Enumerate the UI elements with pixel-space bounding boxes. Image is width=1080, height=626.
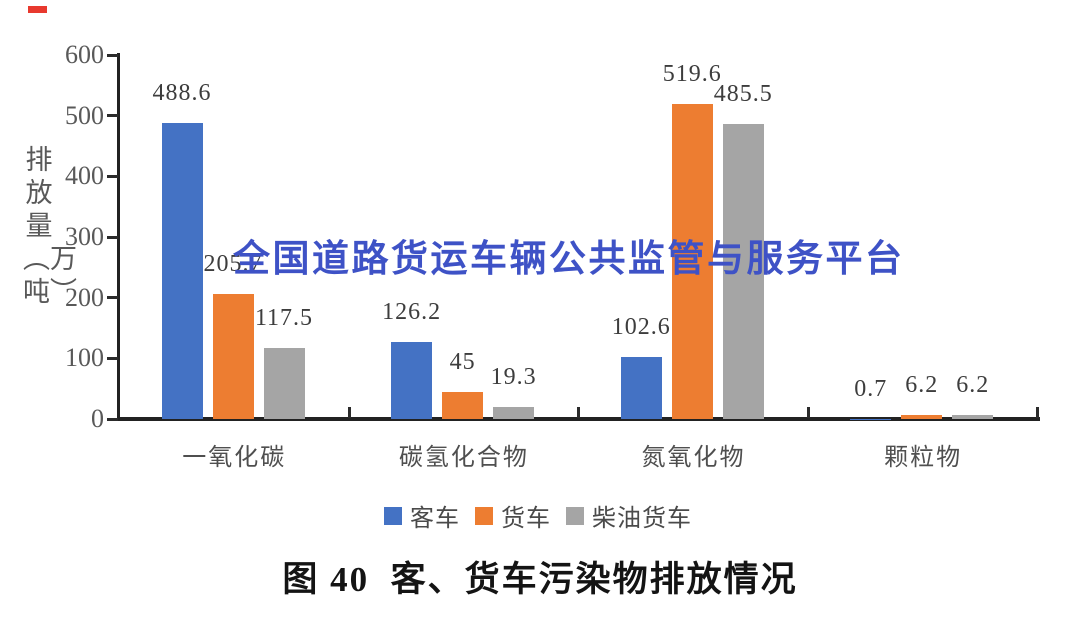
y-tick-label: 400 bbox=[65, 161, 104, 191]
bar-客车-氮氧化物 bbox=[620, 356, 662, 419]
bar-柴油货车-氮氧化物 bbox=[722, 124, 764, 419]
x-axis-line bbox=[117, 417, 1040, 421]
bar-value-label: 6.2 bbox=[956, 372, 990, 399]
legend-swatch-icon bbox=[384, 506, 402, 525]
category-label: 一氧化碳 bbox=[182, 445, 287, 471]
y-tick-mark bbox=[107, 296, 118, 300]
bar-柴油货车-颗粒物 bbox=[952, 415, 994, 419]
legend-item-柴油货车: 柴油货车 bbox=[566, 498, 692, 533]
bar-value-label: 19.3 bbox=[490, 364, 537, 391]
legend-swatch-icon bbox=[475, 506, 493, 525]
y-tick-mark bbox=[107, 356, 118, 360]
bar-客车-碳氢化合物 bbox=[391, 342, 433, 419]
bar-value-label: 0.7 bbox=[854, 375, 888, 402]
watermark-text: 全国道路货运车辆公共监管与服务平台 bbox=[233, 238, 905, 279]
legend-label: 客车 bbox=[410, 506, 460, 532]
bar-value-label: 117.5 bbox=[254, 304, 314, 331]
y-tick-label: 500 bbox=[65, 100, 104, 130]
legend-swatch-icon bbox=[566, 506, 584, 525]
bar-value-label: 488.6 bbox=[152, 79, 212, 106]
y-tick-mark bbox=[107, 114, 118, 118]
bar-客车-一氧化碳 bbox=[161, 122, 203, 419]
y-tick-label: 100 bbox=[65, 343, 104, 373]
x-tick-mark bbox=[347, 407, 351, 418]
bar-客车-颗粒物 bbox=[850, 418, 892, 419]
bar-value-label: 126.2 bbox=[382, 299, 442, 326]
bar-货车-氮氧化物 bbox=[671, 103, 713, 419]
y-axis-title: 排放量︵万吨︶ bbox=[23, 145, 77, 307]
category-label: 氮氧化物 bbox=[641, 445, 746, 471]
bar-value-label: 102.6 bbox=[611, 313, 671, 340]
category-label: 碳氢化合物 bbox=[398, 445, 529, 471]
legend-item-货车: 货车 bbox=[475, 498, 551, 533]
x-tick-mark bbox=[577, 407, 581, 418]
y-tick-mark bbox=[107, 235, 118, 239]
y-axis-line bbox=[117, 53, 120, 421]
bar-货车-颗粒物 bbox=[901, 415, 943, 419]
bar-value-label: 45 bbox=[449, 348, 476, 375]
chart-legend: 客车 货车 柴油货车 bbox=[384, 498, 692, 533]
y-tick-mark bbox=[107, 53, 118, 57]
legend-item-客车: 客车 bbox=[384, 498, 460, 533]
y-tick-label: 600 bbox=[65, 40, 104, 69]
bar-柴油货车-碳氢化合物 bbox=[493, 407, 535, 419]
red-dash-mark bbox=[28, 6, 47, 13]
y-tick-label: 300 bbox=[65, 222, 104, 251]
y-tick-label: 200 bbox=[65, 282, 104, 312]
bar-柴油货车-一氧化碳 bbox=[263, 347, 305, 419]
bar-货车-碳氢化合物 bbox=[442, 391, 484, 419]
y-tick-label: 0 bbox=[91, 404, 104, 433]
bar-货车-一氧化碳 bbox=[212, 294, 254, 419]
bar-value-label: 519.6 bbox=[662, 60, 722, 87]
x-tick-mark bbox=[1036, 407, 1040, 418]
bar-value-label: 6.2 bbox=[905, 372, 939, 399]
x-tick-mark bbox=[806, 407, 810, 418]
legend-label: 柴油货车 bbox=[592, 506, 692, 532]
y-tick-mark bbox=[107, 174, 118, 178]
figure-caption: 图 40 客、货车污染物排放情况 bbox=[282, 560, 798, 599]
y-tick-mark bbox=[107, 417, 118, 421]
category-label: 颗粒物 bbox=[884, 445, 963, 471]
bar-value-label: 485.5 bbox=[713, 81, 773, 108]
bar-value-label: 205.7 bbox=[203, 251, 263, 278]
legend-label: 货车 bbox=[501, 506, 551, 532]
